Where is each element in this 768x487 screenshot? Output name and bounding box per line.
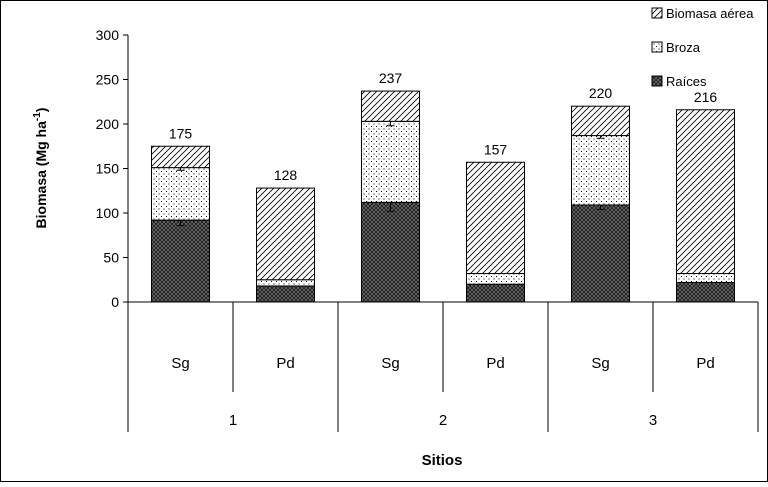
legend-item-broza: Broza (651, 40, 701, 55)
bar-segment-raices (571, 204, 630, 303)
x-category-label: Pd (486, 355, 504, 372)
bar-segment-biomasa-aerea (256, 187, 315, 281)
bar-segment-broza (571, 135, 630, 206)
x-group-label: 1 (229, 412, 237, 429)
bars-layer (151, 90, 735, 303)
legend-swatch-broza (651, 41, 663, 53)
x-category-label: Sg (381, 355, 399, 372)
y-tick-label: 250 (96, 72, 120, 88)
legend-swatch-raices (651, 75, 663, 87)
y-axis-title: Biomasa (Mg ha-1) (32, 108, 49, 229)
x-category-label: Pd (696, 355, 714, 372)
bar-segment-raices (466, 283, 525, 303)
bar-segment-raices (361, 201, 420, 303)
bar-total-label: 220 (589, 85, 613, 101)
x-group-label: 2 (439, 412, 447, 429)
bar-segment-biomasa-aerea (676, 109, 735, 275)
x-category-label: Sg (171, 355, 189, 372)
x-category-label: Pd (276, 355, 294, 372)
y-tick-label: 300 (96, 27, 120, 43)
bar-segment-biomasa-aerea (466, 161, 525, 275)
bar-segment-raices (151, 219, 210, 303)
bar-segment-broza (676, 273, 735, 283)
legend-item-biomasa-aerea: Biomasa aérea (651, 6, 754, 21)
bar-segment-biomasa-aerea (571, 105, 630, 137)
x-category-label: Sg (591, 355, 609, 372)
legend-swatch-biomasa-aerea (651, 7, 663, 19)
bar-segment-broza (151, 167, 210, 221)
bar-segment-broza (361, 120, 420, 203)
x-group-label: 3 (649, 412, 657, 429)
y-tick-label: 50 (103, 250, 119, 266)
bar-segment-broza (256, 279, 315, 287)
legend-label-raices: Raíces (666, 74, 707, 89)
legend-label-biomasa-aerea: Biomasa aérea (666, 6, 754, 21)
bar-total-label: 128 (274, 167, 298, 183)
bar-total-label: 175 (169, 125, 193, 141)
bar-segment-biomasa-aerea (151, 145, 210, 169)
x-axis-title: Sitios (422, 452, 463, 469)
legend-item-raices: Raíces (651, 74, 707, 89)
y-tick-label: 200 (96, 116, 120, 132)
legend: Biomasa aérea Broza Raíces (651, 6, 754, 89)
bar-segment-raices (256, 285, 315, 303)
legend-label-broza: Broza (666, 40, 701, 55)
bar-segment-raices (676, 281, 735, 303)
labels-layer: Sg Pd Sg Pd Sg Pd 1 2 3 175 128 237 157 220 216 (169, 70, 718, 429)
bar-segment-biomasa-aerea (361, 90, 420, 122)
bar-total-label: 157 (484, 141, 508, 157)
y-tick-label: 150 (96, 161, 120, 177)
axes-layer: 0 50 100 150 200 250 300 (96, 27, 759, 432)
y-tick-label: 100 (96, 205, 120, 221)
y-tick-label: 0 (111, 294, 119, 310)
bar-total-label: 237 (379, 70, 403, 86)
bar-total-label: 216 (694, 89, 718, 105)
bar-segment-broza (466, 273, 525, 285)
